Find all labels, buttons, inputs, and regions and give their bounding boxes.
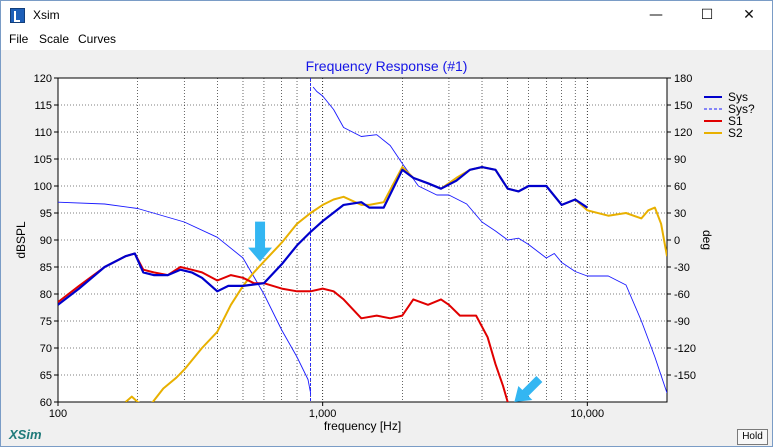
series-line-s2: [124, 166, 667, 402]
x-tick-label: 1,000: [309, 408, 337, 420]
y-axis-label: dBSPL: [14, 221, 28, 259]
menu-scale[interactable]: Scale: [39, 32, 70, 46]
y2-tick-label: 60: [674, 181, 686, 193]
y-tick-label: 115: [34, 100, 52, 112]
y2-tick-label: -150: [674, 370, 696, 382]
x-tick-label: 10,000: [571, 408, 605, 420]
annotation-arrow-2: [514, 376, 543, 402]
series-line-sys_phase: [58, 86, 667, 394]
app-icon: [10, 8, 25, 23]
y2-tick-label: 90: [674, 154, 686, 166]
y2-tick-label: -90: [674, 316, 690, 328]
x-tick-label: 100: [49, 408, 67, 420]
y2-axis-label: deg: [700, 230, 714, 250]
legend-label-sys_phase: Sys?: [728, 102, 755, 116]
y-tick-label: 100: [34, 181, 52, 193]
y-tick-label: 90: [40, 235, 52, 247]
window-title: Xsim: [33, 8, 60, 22]
menu-bar: File Scale Curves: [1, 30, 772, 50]
y-tick-label: 60: [40, 397, 52, 409]
menu-file[interactable]: File: [9, 32, 29, 46]
y-tick-label: 70: [40, 343, 52, 355]
y-tick-label: 95: [40, 208, 52, 220]
close-button[interactable]: ✕: [743, 7, 755, 23]
plot-background: [58, 78, 667, 402]
y2-tick-label: -60: [674, 289, 690, 301]
y2-tick-label: -120: [674, 343, 696, 355]
y2-tick-label: -30: [674, 262, 690, 274]
legend-label-sys: Sys: [728, 90, 748, 104]
x-axis-label: frequency [Hz]: [324, 419, 401, 433]
series-line-s1: [58, 252, 509, 402]
y-tick-label: 105: [34, 154, 52, 166]
legend-label-s1: S1: [728, 114, 743, 128]
minimize-button[interactable]: —: [649, 7, 663, 23]
y2-tick-label: 150: [674, 100, 692, 112]
xsim-logo: XSim: [9, 427, 42, 442]
y2-tick-label: 180: [674, 73, 692, 85]
chart-title: Frequency Response (#1): [305, 58, 468, 74]
title-bar[interactable]: Xsim — ☐ ✕: [1, 1, 772, 30]
y-tick-label: 80: [40, 289, 52, 301]
series-line-sys: [58, 166, 588, 306]
y-tick-label: 75: [40, 316, 52, 328]
y-tick-label: 110: [34, 127, 52, 139]
y-tick-label: 120: [34, 73, 52, 85]
y2-tick-label: 0: [674, 235, 680, 247]
y-tick-label: 65: [40, 370, 52, 382]
maximize-button[interactable]: ☐: [700, 7, 714, 23]
y-tick-label: 85: [40, 262, 52, 274]
y2-tick-label: 30: [674, 208, 686, 220]
legend-label-s2: S2: [728, 126, 743, 140]
y2-tick-label: 120: [674, 127, 692, 139]
hold-button[interactable]: Hold: [737, 429, 768, 445]
menu-curves[interactable]: Curves: [78, 32, 117, 46]
annotation-arrow-1: [248, 221, 273, 262]
